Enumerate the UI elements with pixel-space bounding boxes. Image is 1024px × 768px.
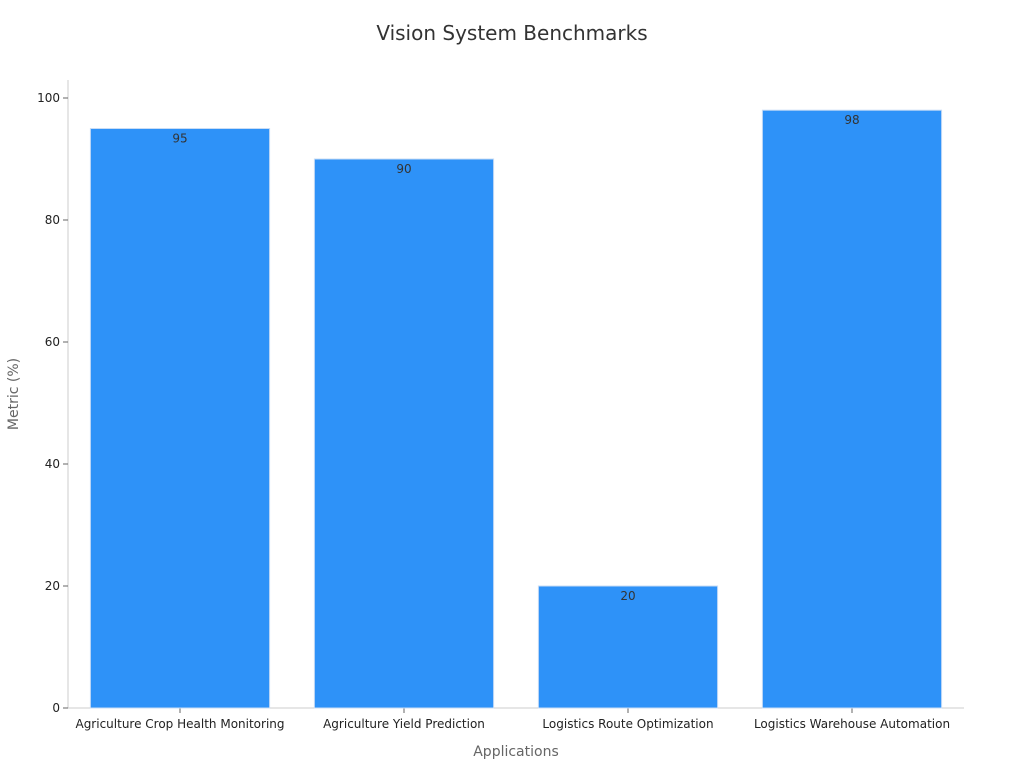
data-label: 90 [396,162,411,176]
bar [761,109,943,709]
y-tick-label: 100 [37,91,60,105]
data-label: 20 [620,589,635,603]
data-label: 95 [172,132,187,146]
bar [89,128,271,709]
bar [537,585,719,709]
bars-group [89,109,943,709]
labels-group: Agriculture Crop Health Monitoring 95 Agri… [75,113,950,731]
x-tick-label: Agriculture Yield Prediction [323,717,485,731]
x-axis-label: Applications [473,744,559,760]
y-tick-label: 80 [45,213,60,227]
data-label: 98 [844,113,859,127]
y-tick-label: 20 [45,579,60,593]
y-tick-label: 40 [45,457,60,471]
y-tick-label: 60 [45,335,60,349]
x-tick-label: Agriculture Crop Health Monitoring [75,717,284,731]
y-axis-label: Metric (%) [6,358,22,430]
x-tick-label: Logistics Warehouse Automation [754,717,950,731]
chart-title: Vision System Benchmarks [376,21,647,45]
x-tick-label: Logistics Route Optimization [542,717,713,731]
bar [313,158,495,709]
y-tick-label: 0 [52,701,60,715]
